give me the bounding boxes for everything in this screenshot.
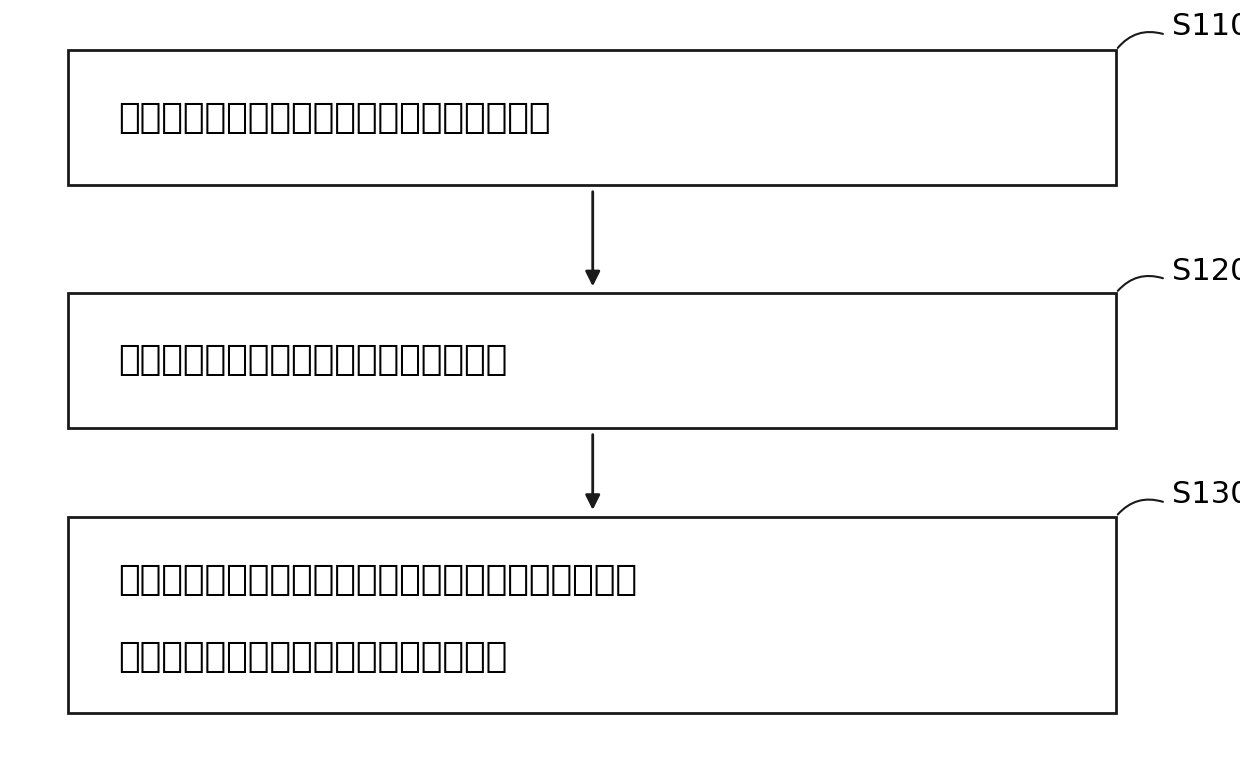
- FancyBboxPatch shape: [68, 517, 1116, 713]
- Text: S130: S130: [1172, 480, 1240, 510]
- Text: 维持缓慢冷却出口板温不变，并控制所述带钢温度在缓: 维持缓慢冷却出口板温不变，并控制所述带钢温度在缓: [118, 563, 637, 598]
- FancyBboxPatch shape: [68, 293, 1116, 428]
- Text: 慢冷却出口板温工艺指标的下限区域之间: 慢冷却出口板温工艺指标的下限区域之间: [118, 640, 507, 675]
- FancyBboxPatch shape: [68, 50, 1116, 185]
- Text: S120: S120: [1172, 257, 1240, 286]
- Text: 进行工艺速度与电加热输出功率匹配控制: 进行工艺速度与电加热输出功率匹配控制: [118, 343, 507, 378]
- Text: S110: S110: [1172, 12, 1240, 42]
- Text: 进行不同钢种的带钢与风机输出功率匹配控制: 进行不同钢种的带钢与风机输出功率匹配控制: [118, 100, 551, 135]
